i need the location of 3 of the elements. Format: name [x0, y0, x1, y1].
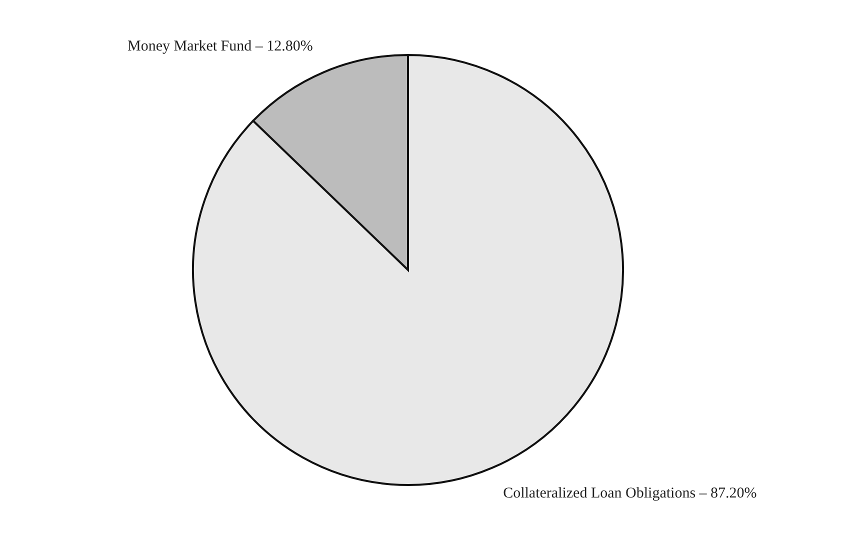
- slice-label: Money Market Fund – 12.80%: [127, 38, 313, 54]
- pie-slice: [192, 54, 624, 486]
- slice-label: Collateralized Loan Obligations – 87.20%: [503, 486, 757, 502]
